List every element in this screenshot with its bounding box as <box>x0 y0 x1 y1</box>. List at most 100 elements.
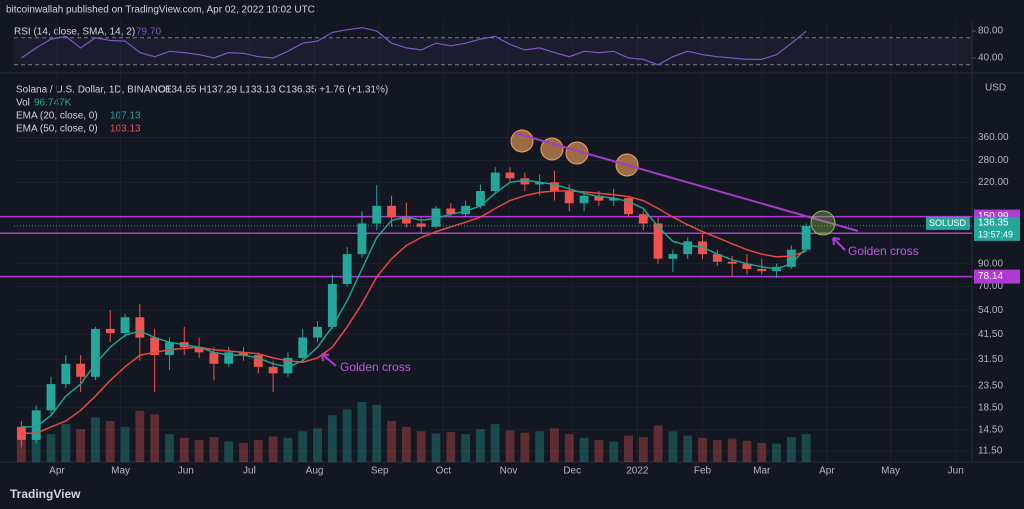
x-tick-label: Feb <box>694 466 712 477</box>
candle-body <box>505 172 515 179</box>
volume-bar <box>475 429 485 462</box>
y-tick-label: 90.00 <box>978 258 1003 269</box>
volume-bar <box>624 435 633 462</box>
candle-body <box>209 352 219 364</box>
volume-bar <box>461 434 471 462</box>
volume-bar <box>579 437 589 462</box>
volume-bar <box>313 428 322 462</box>
countdown: 13:57:49 <box>978 229 1013 239</box>
top-circle <box>510 129 534 153</box>
volume-bar <box>535 431 545 462</box>
candle-body <box>327 284 337 327</box>
candle-body <box>105 328 115 334</box>
candle-body <box>357 223 367 255</box>
ema-line <box>21 190 807 434</box>
level-tag <box>974 269 1020 284</box>
candle-body <box>416 223 426 227</box>
top-circle <box>540 137 564 161</box>
rsi-band <box>14 37 972 65</box>
candle-body <box>135 317 145 338</box>
rsi-value: 79.70 <box>136 27 161 38</box>
volume-bar <box>550 428 559 462</box>
candle-body <box>253 355 263 367</box>
volume-bar <box>698 437 707 462</box>
trendline <box>514 132 859 232</box>
y-tick-label: 280.00 <box>978 155 1009 166</box>
y-tick-label: 11.50 <box>978 446 1003 457</box>
volume-bar <box>194 440 204 462</box>
y-tick-label: 14.50 <box>978 425 1003 436</box>
x-tick-label: May <box>881 466 900 477</box>
arrow <box>321 353 337 367</box>
candle-body <box>475 191 485 206</box>
candle-body <box>239 352 248 356</box>
level-label: 150.99 <box>978 211 1009 222</box>
volume-bar <box>105 421 115 462</box>
rsi-line <box>21 26 807 66</box>
x-tick-label: Apr <box>49 466 65 477</box>
candle-body <box>268 366 278 374</box>
symbol-tag <box>926 216 970 230</box>
volume-bar <box>757 442 767 462</box>
volume-bar <box>786 437 796 462</box>
vol-label: Vol <box>16 98 30 109</box>
volume-bar <box>801 434 811 462</box>
candle-body <box>46 384 56 411</box>
y-tick-label: 54.00 <box>978 305 1003 316</box>
candle-body <box>550 182 559 192</box>
volume-bar <box>564 434 574 462</box>
volume-bar <box>772 443 781 462</box>
volume-bar <box>253 440 263 462</box>
candle-body <box>668 254 678 259</box>
x-tick-label: Dec <box>563 466 581 477</box>
y-tick-label: 23.50 <box>978 381 1003 392</box>
volume-bar <box>401 426 411 462</box>
x-tick-label: Jun <box>178 466 194 477</box>
rsi-label: RSI (14, close, SMA, 14, 2) <box>14 27 135 38</box>
volume-bar <box>416 431 426 462</box>
candle-body <box>150 337 160 356</box>
annotation: Golden cross <box>848 244 919 258</box>
candle-body <box>653 223 663 259</box>
rsi-tick-label: 40.00 <box>978 53 1003 64</box>
volume-bar <box>298 431 308 462</box>
volume-bar <box>150 414 160 462</box>
y-tick-label: 360.00 <box>978 132 1009 143</box>
rsi-tick-label: 80.00 <box>978 26 1003 37</box>
volume-bar <box>387 421 397 462</box>
vol-value: 96.747K <box>34 98 72 109</box>
price-tag <box>974 216 1020 241</box>
volume-bar <box>165 434 174 462</box>
candle-body <box>461 205 471 215</box>
volume-bar <box>372 404 382 462</box>
volume-bar <box>135 410 145 462</box>
candle-body <box>520 178 530 185</box>
volume-bar <box>668 431 678 462</box>
volume-bar <box>31 431 41 462</box>
y-tick-label: 31.50 <box>978 354 1003 365</box>
candle-body <box>283 357 293 374</box>
candle-body <box>120 317 130 334</box>
candle-body <box>727 261 737 264</box>
volume-bar <box>683 435 693 462</box>
candle-body <box>490 172 500 192</box>
volume-bar <box>653 425 663 462</box>
volume-bar <box>209 437 219 462</box>
candle-body <box>638 214 648 224</box>
candle-body <box>594 195 604 201</box>
candle-body <box>609 198 619 201</box>
volume-bar <box>727 438 737 462</box>
volume-bar <box>61 423 71 462</box>
last-price-label: 136.35 <box>978 218 1009 229</box>
candle-body <box>564 191 574 204</box>
x-tick-label: Apr <box>819 466 835 477</box>
candle-body <box>401 217 411 224</box>
volume-bar <box>446 432 456 462</box>
volume-bar <box>76 429 86 462</box>
y-tick-label: 220.00 <box>978 177 1009 188</box>
x-tick-label: Mar <box>753 466 771 477</box>
ema20-value: 107.13 <box>110 111 141 122</box>
volume-bar <box>120 426 130 462</box>
candle-body <box>76 363 86 377</box>
